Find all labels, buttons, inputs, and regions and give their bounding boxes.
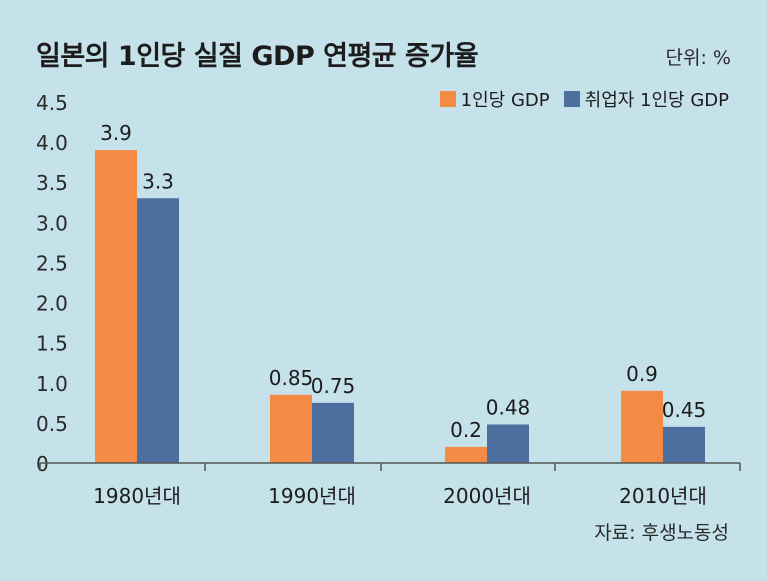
bar-2-4 bbox=[663, 426, 705, 463]
bar-1-1 bbox=[95, 150, 137, 463]
legend-label-series-1: 1인당 GDP bbox=[460, 90, 550, 111]
y-tick-label-3: 1.5 bbox=[36, 332, 68, 356]
chart-title: 일본의 1인당 실질 GDP 연평균 증가율 bbox=[36, 41, 479, 72]
legend-swatch-series-1 bbox=[439, 91, 456, 107]
value-label-2-3: 0.48 bbox=[486, 395, 531, 419]
y-tick-label-7: 3.5 bbox=[36, 171, 68, 195]
legend-item-series-1: 1인당 GDP bbox=[439, 86, 550, 112]
value-label-1-4: 0.9 bbox=[626, 362, 658, 386]
y-tick-label-1: 0.5 bbox=[36, 412, 68, 436]
bar-1-3 bbox=[445, 446, 487, 463]
legend-swatch-series-2 bbox=[563, 91, 580, 107]
y-tick-label-0: 0 bbox=[36, 452, 49, 476]
y-tick-label-8: 4.0 bbox=[36, 131, 68, 155]
value-label-1-1: 3.9 bbox=[100, 121, 132, 145]
value-label-2-1: 3.3 bbox=[142, 169, 174, 193]
value-label-2-4: 0.45 bbox=[662, 398, 707, 422]
bar-1-2 bbox=[270, 394, 312, 463]
source-label: 자료: 후생노동성 bbox=[594, 522, 729, 544]
bar-2-2 bbox=[312, 402, 354, 463]
unit-label: 단위: % bbox=[665, 47, 731, 69]
legend: 1인당 GDP 취업자 1인당 GDP bbox=[426, 86, 729, 112]
x-tick-label-2: 1990년대 bbox=[268, 484, 356, 508]
bar-1-4 bbox=[621, 390, 663, 463]
x-tick-label-1: 1980년대 bbox=[93, 484, 181, 508]
y-tick-label-5: 2.5 bbox=[36, 251, 68, 275]
x-tick-label-3: 2000년대 bbox=[443, 484, 531, 508]
y-tick-label-6: 3.0 bbox=[36, 211, 68, 235]
bar-2-1 bbox=[137, 198, 179, 463]
value-label-2-2: 0.75 bbox=[311, 374, 356, 398]
value-label-1-3: 0.2 bbox=[450, 418, 482, 442]
value-label-1-2: 0.85 bbox=[269, 366, 314, 390]
y-tick-label-4: 2.0 bbox=[36, 292, 68, 316]
y-tick-label-2: 1.0 bbox=[36, 372, 68, 396]
legend-label-series-2: 취업자 1인당 GDP bbox=[584, 90, 729, 111]
y-tick-label-9: 4.5 bbox=[36, 91, 68, 115]
bar-2-3 bbox=[487, 424, 529, 463]
x-tick-label-4: 2010년대 bbox=[619, 484, 707, 508]
legend-item-series-2: 취업자 1인당 GDP bbox=[563, 86, 729, 112]
